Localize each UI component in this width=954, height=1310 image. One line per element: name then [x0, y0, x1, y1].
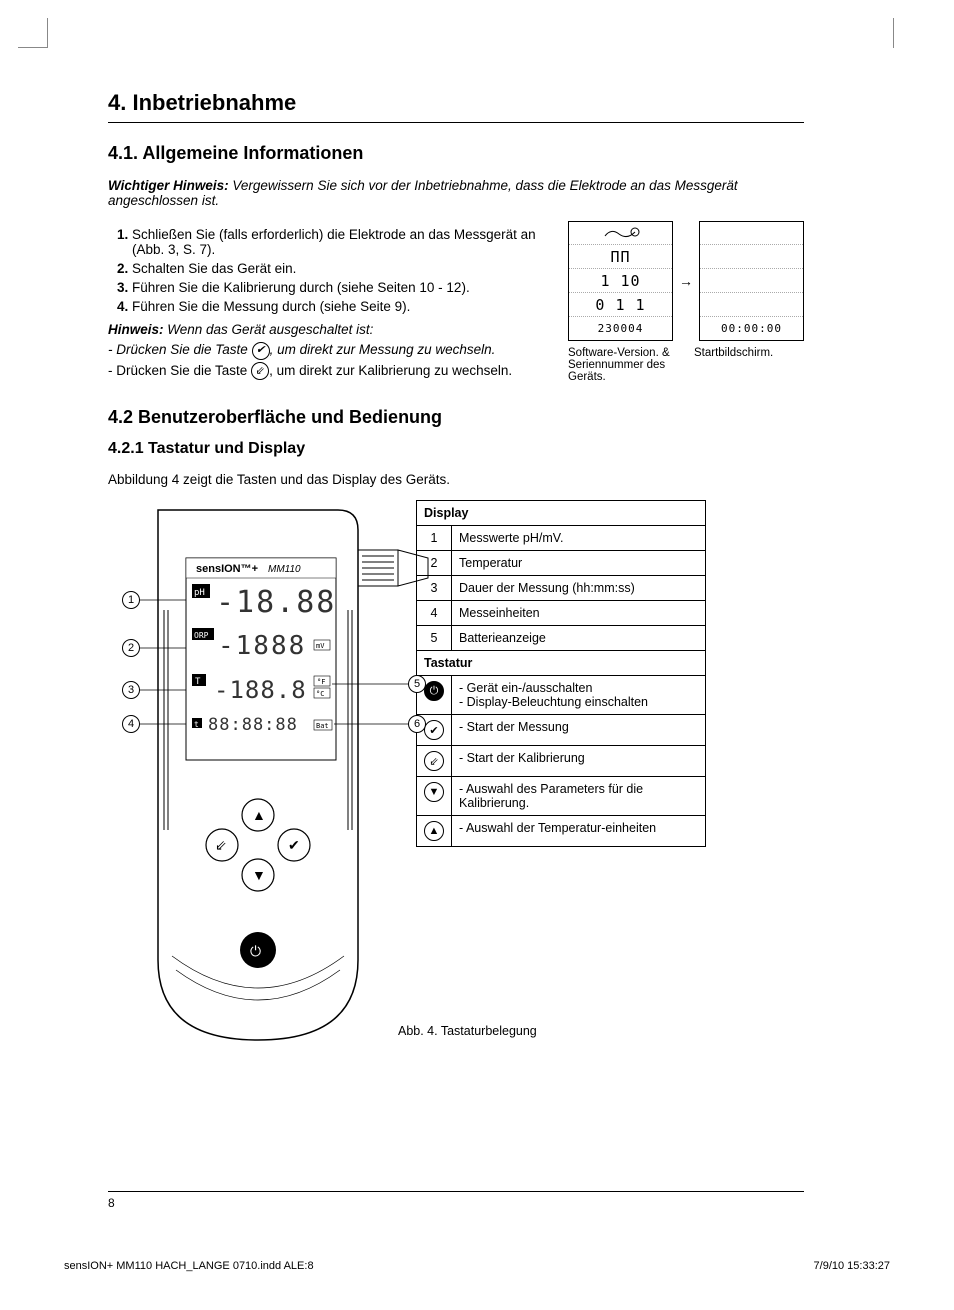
step-4: Führen Sie die Messung durch (siehe Seit…: [132, 299, 552, 314]
important-note: Wichtiger Hinweis: Vergewissern Sie sich…: [108, 178, 804, 208]
page-number: 8: [108, 1196, 115, 1210]
svg-text:mV: mV: [316, 642, 325, 650]
screen-r-r3: [700, 292, 803, 316]
arrow-icon: →: [679, 273, 693, 289]
right-figures: ПП 1 10 0 1 1 230004 → 00:00:00 Software…: [568, 221, 804, 383]
caption-pair: Software-Version. & Seriennummer des Ger…: [568, 347, 804, 383]
svg-text:▼: ▼: [252, 867, 266, 883]
hint-text: Wenn das Gerät ausgeschaltet ist:: [164, 322, 374, 337]
callout-2: 2: [122, 639, 140, 657]
screen-right: 00:00:00: [699, 221, 804, 341]
step-1: Schließen Sie (falls erforderlich) die E…: [132, 227, 552, 257]
section-41-body: Schließen Sie (falls erforderlich) die E…: [108, 221, 804, 383]
cal-icon: ⇙: [251, 362, 269, 380]
screen-l-r1: ПП: [569, 244, 672, 268]
svg-text:pH: pH: [194, 588, 205, 598]
svg-text:ORP: ORP: [194, 631, 209, 640]
svg-text:°C: °C: [316, 690, 324, 698]
screen-r-r1: [700, 244, 803, 268]
svg-text:Bat: Bat: [316, 722, 329, 730]
heading-1: 4. Inbetriebnahme: [108, 90, 804, 123]
hint-line2b: , um direkt zur Kalibrierung zu wechseln…: [269, 363, 512, 378]
page-number-rule: 8: [108, 1191, 804, 1210]
callout-6: 6: [408, 715, 426, 733]
footer-right: 7/9/10 15:33:27: [814, 1260, 890, 1272]
caption-right: Startbildschirm.: [694, 347, 802, 383]
screen-left: ПП 1 10 0 1 1 230004: [568, 221, 673, 341]
display-row4-val: 88:88:88: [208, 715, 298, 735]
callout-1: 1: [122, 591, 140, 609]
left-column: Schließen Sie (falls erforderlich) die E…: [108, 221, 552, 381]
screens-row: ПП 1 10 0 1 1 230004 → 00:00:00: [568, 221, 804, 341]
crop-mark-tl: [18, 18, 48, 48]
hint-label: Hinweis:: [108, 322, 164, 337]
step-2: Schalten Sie das Gerät ein.: [132, 261, 552, 276]
hint-line1a: - Drücken Sie die Taste: [108, 342, 252, 357]
svg-text:sensION™+: sensION™+: [196, 563, 258, 575]
callout-5: 5: [408, 675, 426, 693]
screen-r-r2: [700, 268, 803, 292]
display-row3-val: -188.8: [214, 676, 307, 704]
screen-l-r3: 0 1 1: [569, 292, 672, 316]
screen-r-head: [700, 222, 803, 244]
svg-text:°F: °F: [317, 678, 325, 686]
footer-left: sensION+ MM110 HACH_LANGE 0710.indd ALE:…: [64, 1260, 314, 1272]
svg-text:▲: ▲: [252, 807, 266, 823]
page-body: 4. Inbetriebnahme 4.1. Allgemeine Inform…: [108, 90, 804, 1060]
figure-layout: pH ORP T t mV °F °C Bat -18.88 -1888 -18…: [108, 500, 804, 1060]
svg-text:✔: ✔: [288, 837, 300, 853]
screen-left-head: [569, 222, 672, 244]
section-42: 4.2 Benutzeroberfläche und Bedienung 4.2…: [108, 407, 804, 1060]
sensor-icon: [601, 224, 641, 242]
important-label: Wichtiger Hinweis:: [108, 178, 229, 193]
svg-text:⏻: ⏻: [250, 943, 261, 959]
callout-3: 3: [122, 681, 140, 699]
display-row2-val: -1888: [218, 631, 306, 661]
hint-block: Hinweis: Wenn das Gerät ausgeschaltet is…: [108, 320, 552, 381]
footer-bar: sensION+ MM110 HACH_LANGE 0710.indd ALE:…: [64, 1260, 890, 1272]
svg-text:T: T: [195, 677, 201, 687]
display-row1-val: -18.88: [216, 585, 336, 620]
check-icon: ✔: [252, 342, 270, 360]
svg-text:⇙: ⇙: [215, 837, 227, 853]
device-figure: pH ORP T t mV °F °C Bat -18.88 -1888 -18…: [108, 500, 388, 1060]
svg-text:MM110: MM110: [268, 564, 301, 575]
heading-42: 4.2 Benutzeroberfläche und Bedienung: [108, 407, 804, 428]
heading-421: 4.2.1 Tastatur und Display: [108, 440, 804, 458]
sec42-intro: Abbildung 4 zeigt die Tasten und das Dis…: [108, 472, 804, 487]
svg-text:t: t: [194, 720, 199, 729]
crop-mark-tr: [893, 18, 894, 48]
hint-line1b: , um direkt zur Messung zu wechseln.: [270, 342, 496, 357]
caption-left: Software-Version. & Seriennummer des Ger…: [568, 347, 676, 383]
hint-line2a: - Drücken Sie die Taste: [108, 363, 251, 378]
step-3: Führen Sie die Kalibrierung durch (siehe…: [132, 280, 552, 295]
device-caption: Abb. 4. Tastaturbelegung: [398, 1024, 548, 1038]
screen-r-r4: 00:00:00: [700, 316, 803, 340]
heading-41: 4.1. Allgemeine Informationen: [108, 143, 804, 164]
steps-list: Schließen Sie (falls erforderlich) die E…: [108, 227, 552, 314]
device-svg: pH ORP T t mV °F °C Bat -18.88 -1888 -18…: [108, 500, 508, 1060]
callout-4: 4: [122, 715, 140, 733]
screen-l-r2: 1 10: [569, 268, 672, 292]
screen-l-r4: 230004: [569, 316, 672, 340]
